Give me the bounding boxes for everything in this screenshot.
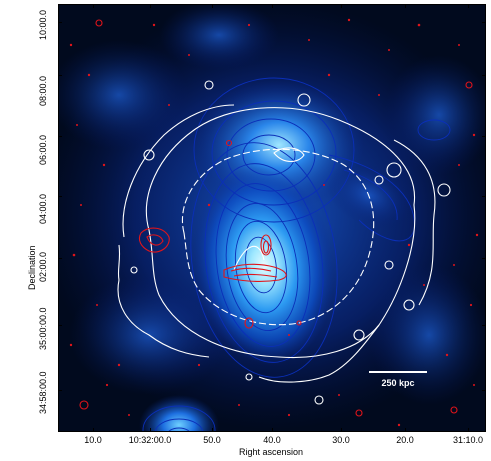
x-tick-mark [93,428,94,432]
y-tick-mark [58,258,62,259]
x-tick-label: 31:10.0 [452,435,484,445]
y-tick-mark [482,325,486,326]
y-tick-label: 34:58:00.0 [38,371,48,414]
scale-bar-label: 250 kpc [381,378,414,388]
y-tick-mark [482,258,486,259]
y-tick-mark [482,390,486,391]
y-tick-label: 10:00.0 [38,9,48,40]
scale-bar: 250 kpc [369,371,427,388]
x-tick-mark [468,428,469,432]
x-tick-mark [93,4,94,8]
sky-image-panel: 250 kpc [58,4,486,432]
y-axis-label: Declination [27,245,37,290]
y-tick-mark [482,22,486,23]
x-tick-label: 20.0 [396,435,414,445]
x-tick-label: 10:32:00.0 [128,435,172,445]
x-tick-mark [405,428,406,432]
sky-image: 250 kpc [59,5,485,431]
x-tick-mark [341,428,342,432]
x-tick-label: 50.0 [203,435,221,445]
x-tick-mark [341,4,342,8]
x-ray-emission [59,5,485,431]
y-tick-mark [58,75,62,76]
blue-contours [142,77,451,431]
x-tick-mark [405,4,406,8]
y-tick-label: 35:00:00.0 [38,307,48,350]
y-tick-mark [58,136,62,137]
y-tick-mark [482,136,486,137]
y-tick-label: 08:00.0 [38,75,48,106]
y-tick-label: 02:00.0 [38,251,48,282]
y-tick-mark [58,196,62,197]
y-tick-label: 06:00.0 [38,134,48,165]
y-tick-mark [58,390,62,391]
red-noise-points [69,18,479,427]
x-tick-mark [212,428,213,432]
x-tick-mark [150,428,151,432]
x-axis-label: Right ascension [238,447,304,457]
y-tick-mark [58,22,62,23]
white-contours [117,80,451,405]
x-tick-mark [272,428,273,432]
x-tick-mark [468,4,469,8]
x-tick-mark [272,4,273,8]
x-tick-label: 30.0 [332,435,350,445]
y-tick-mark [482,75,486,76]
x-tick-label: 10.0 [84,435,102,445]
red-contours [79,19,473,417]
y-tick-mark [482,196,486,197]
y-tick-mark [58,325,62,326]
y-tick-label: 04:00.0 [38,193,48,224]
x-tick-mark [212,4,213,8]
x-tick-label: 40.0 [263,435,281,445]
x-tick-mark [150,4,151,8]
